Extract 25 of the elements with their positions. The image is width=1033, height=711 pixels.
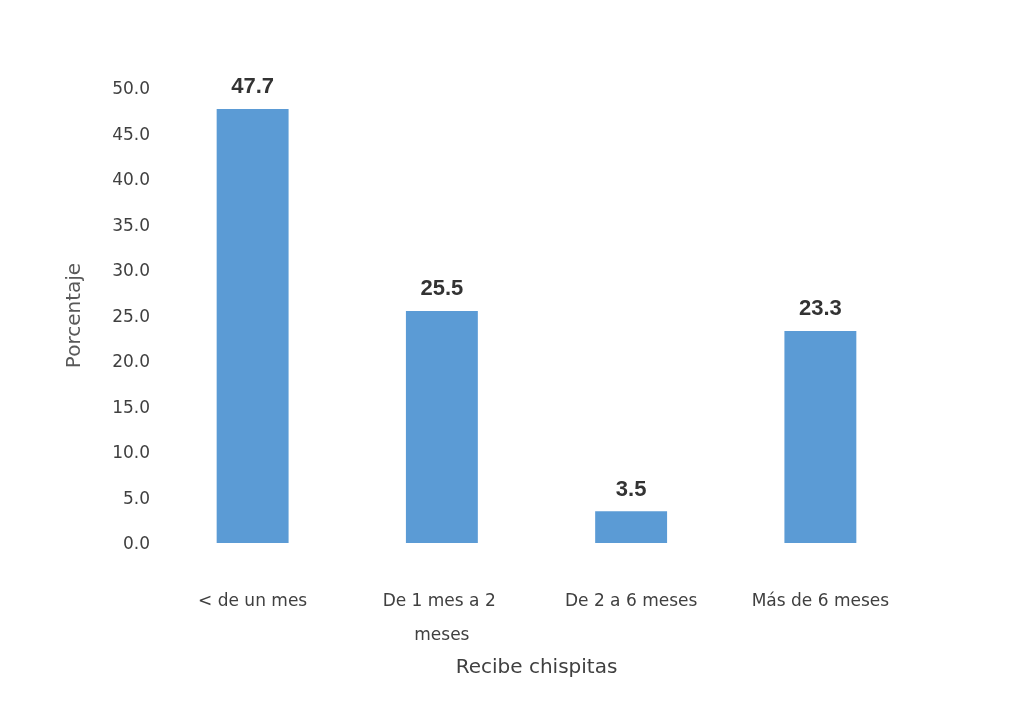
- x-tick-label: De 2 a 6 meses: [564, 590, 698, 610]
- data-label: 47.7: [231, 73, 275, 99]
- x-axis-title: Recibe chispitas: [455, 653, 618, 678]
- y-tick-label: 5.0: [122, 487, 150, 508]
- data-label: 25.5: [420, 275, 464, 301]
- y-tick-label: 35.0: [112, 214, 150, 235]
- bar: [405, 310, 478, 543]
- x-tick-label: Más de 6 meses: [751, 590, 890, 610]
- y-tick-label: 30.0: [112, 260, 150, 280]
- y-axis-title: Porcentaje: [61, 262, 85, 369]
- data-label: 23.3: [798, 295, 842, 321]
- y-tick-label: 40.0: [112, 169, 150, 189]
- y-tick-label: 20.0: [112, 351, 150, 371]
- y-tick-label: 25.0: [112, 305, 150, 326]
- y-tick-label: 50.0: [112, 78, 150, 98]
- y-tick-label: 45.0: [112, 123, 150, 144]
- x-tick-label: < de un mes: [198, 590, 308, 610]
- data-label: 3.5: [615, 475, 647, 501]
- y-tick-label: 15.0: [112, 396, 150, 417]
- y-tick-label: 10.0: [112, 442, 150, 462]
- x-tick-label: De 1 mes a 2 meses: [382, 590, 502, 644]
- y-tick-label: 0.0: [122, 533, 150, 553]
- bar: [784, 330, 857, 543]
- bar: [216, 108, 289, 543]
- bar: [595, 511, 668, 543]
